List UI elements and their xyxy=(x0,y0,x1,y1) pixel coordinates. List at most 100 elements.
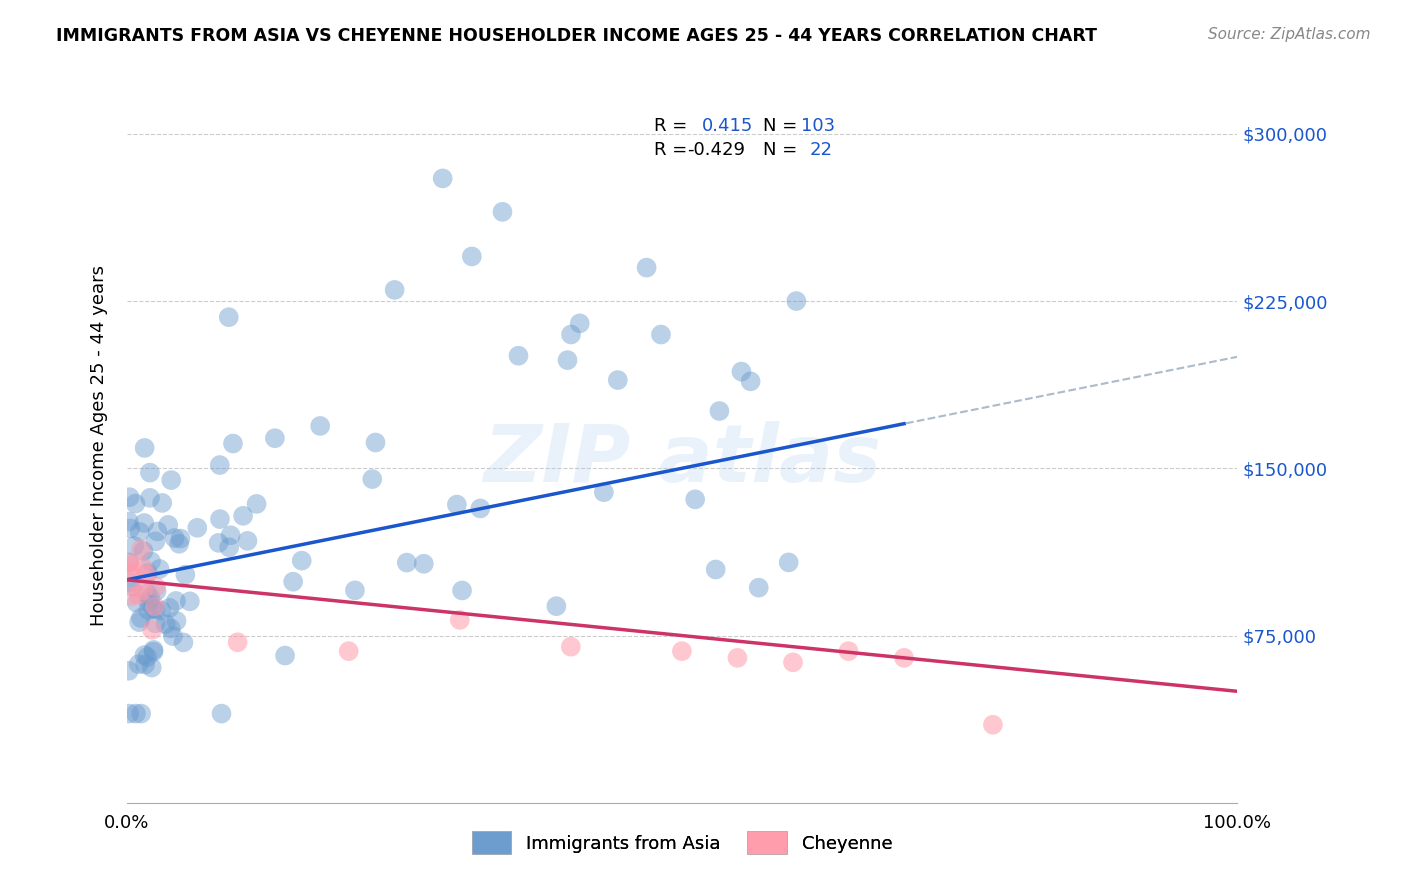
Immigrants from Asia xyxy=(179,594,201,608)
Immigrants from Asia xyxy=(128,657,150,672)
Immigrants from Asia xyxy=(150,496,173,510)
Immigrants from Asia xyxy=(159,600,181,615)
Immigrants from Asia xyxy=(124,497,146,511)
Text: Source: ZipAtlas.com: Source: ZipAtlas.com xyxy=(1208,27,1371,42)
Immigrants from Asia xyxy=(143,602,166,616)
Text: 0.415: 0.415 xyxy=(702,117,754,135)
Cheyenne xyxy=(145,580,167,594)
Immigrants from Asia xyxy=(142,601,165,615)
Immigrants from Asia xyxy=(650,327,672,342)
Immigrants from Asia xyxy=(683,492,706,507)
Immigrants from Asia xyxy=(136,566,159,580)
Cheyenne xyxy=(727,651,749,665)
Immigrants from Asia xyxy=(125,706,148,721)
Cheyenne xyxy=(143,599,166,614)
Immigrants from Asia xyxy=(169,532,191,546)
Cheyenne xyxy=(671,644,693,658)
Cheyenne xyxy=(449,613,471,627)
Text: IMMIGRANTS FROM ASIA VS CHEYENNE HOUSEHOLDER INCOME AGES 25 - 44 YEARS CORRELATI: IMMIGRANTS FROM ASIA VS CHEYENNE HOUSEHO… xyxy=(56,27,1097,45)
Immigrants from Asia xyxy=(211,706,233,721)
Immigrants from Asia xyxy=(149,562,172,576)
Immigrants from Asia xyxy=(451,583,474,598)
Immigrants from Asia xyxy=(491,204,513,219)
Immigrants from Asia xyxy=(748,581,770,595)
Immigrants from Asia xyxy=(128,524,150,539)
Immigrants from Asia xyxy=(291,554,314,568)
Immigrants from Asia xyxy=(142,643,165,657)
Text: N =: N = xyxy=(763,141,797,159)
Cheyenne xyxy=(226,635,249,649)
Immigrants from Asia xyxy=(167,537,190,551)
Immigrants from Asia xyxy=(146,524,169,539)
Cheyenne xyxy=(132,561,155,575)
Immigrants from Asia xyxy=(778,555,800,569)
Immigrants from Asia xyxy=(208,458,231,472)
Immigrants from Asia xyxy=(159,621,181,635)
Immigrants from Asia xyxy=(740,375,762,389)
Immigrants from Asia xyxy=(508,349,530,363)
Immigrants from Asia xyxy=(120,521,142,535)
Immigrants from Asia xyxy=(118,575,141,590)
Immigrants from Asia xyxy=(218,310,240,325)
Cheyenne xyxy=(893,651,915,665)
Cheyenne xyxy=(838,644,860,658)
Cheyenne xyxy=(121,559,143,574)
Immigrants from Asia xyxy=(142,645,165,659)
Cheyenne xyxy=(118,556,141,570)
Immigrants from Asia xyxy=(143,616,166,631)
Immigrants from Asia xyxy=(134,648,156,662)
Immigrants from Asia xyxy=(162,629,184,643)
Cheyenne xyxy=(135,567,157,582)
Cheyenne xyxy=(337,644,360,658)
Immigrants from Asia xyxy=(546,599,568,614)
Immigrants from Asia xyxy=(412,557,434,571)
Immigrants from Asia xyxy=(560,327,582,342)
Text: R =: R = xyxy=(654,141,688,159)
Immigrants from Asia xyxy=(125,596,148,610)
Immigrants from Asia xyxy=(281,574,304,589)
Immigrants from Asia xyxy=(219,528,242,542)
Cheyenne xyxy=(120,590,142,604)
Immigrants from Asia xyxy=(160,473,183,487)
Immigrants from Asia xyxy=(470,501,492,516)
Immigrants from Asia xyxy=(264,431,287,445)
Text: N =: N = xyxy=(763,117,797,135)
Immigrants from Asia xyxy=(709,404,731,418)
Immigrants from Asia xyxy=(118,664,141,678)
Immigrants from Asia xyxy=(636,260,658,275)
Immigrants from Asia xyxy=(208,536,231,550)
Immigrants from Asia xyxy=(118,490,141,504)
Immigrants from Asia xyxy=(361,472,384,486)
Immigrants from Asia xyxy=(150,604,173,618)
Immigrants from Asia xyxy=(461,249,484,264)
Immigrants from Asia xyxy=(136,650,159,665)
Immigrants from Asia xyxy=(136,603,159,617)
Cheyenne xyxy=(782,655,804,669)
Immigrants from Asia xyxy=(138,595,160,609)
Immigrants from Asia xyxy=(139,591,162,606)
Text: -0.429: -0.429 xyxy=(688,141,745,159)
Cheyenne xyxy=(560,640,582,654)
Immigrants from Asia xyxy=(730,365,752,379)
Immigrants from Asia xyxy=(163,531,186,545)
Immigrants from Asia xyxy=(128,615,150,629)
Cheyenne xyxy=(128,588,150,602)
Immigrants from Asia xyxy=(172,635,194,649)
Y-axis label: Householder Income Ages 25 - 44 years: Householder Income Ages 25 - 44 years xyxy=(90,266,108,626)
Immigrants from Asia xyxy=(274,648,297,663)
Immigrants from Asia xyxy=(134,441,156,455)
Immigrants from Asia xyxy=(118,706,141,721)
Immigrants from Asia xyxy=(145,583,167,598)
Immigrants from Asia xyxy=(157,517,180,532)
Cheyenne xyxy=(132,583,155,598)
Immigrants from Asia xyxy=(139,554,162,568)
Immigrants from Asia xyxy=(118,555,141,569)
Immigrants from Asia xyxy=(232,508,254,523)
Immigrants from Asia xyxy=(165,594,187,608)
Cheyenne xyxy=(118,566,141,581)
Immigrants from Asia xyxy=(155,617,177,632)
Cheyenne xyxy=(141,623,163,637)
Immigrants from Asia xyxy=(141,660,163,674)
Cheyenne xyxy=(981,717,1004,731)
Immigrants from Asia xyxy=(166,614,188,628)
